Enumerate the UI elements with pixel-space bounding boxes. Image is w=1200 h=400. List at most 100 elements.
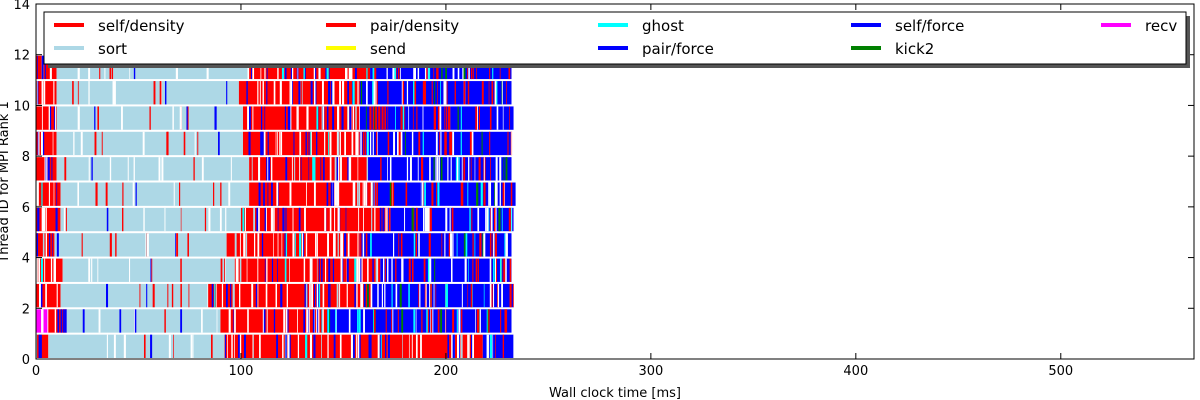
task-sliver	[400, 233, 403, 257]
task-sliver	[289, 81, 291, 105]
task-sliver	[458, 334, 461, 358]
task-sliver	[494, 81, 497, 105]
task-sliver	[509, 106, 511, 130]
task-sliver	[36, 334, 38, 358]
task-sliver	[420, 334, 422, 358]
task-sliver	[490, 207, 493, 232]
task-sliver	[315, 233, 317, 257]
task-sliver	[77, 81, 79, 105]
task-sliver	[477, 207, 480, 232]
task-sliver	[437, 157, 439, 181]
task-sliver	[262, 81, 264, 105]
task-sliver	[417, 157, 419, 181]
task-sliver	[355, 106, 357, 130]
task-sliver	[349, 106, 352, 130]
task-sliver	[208, 207, 211, 232]
task-sliver	[289, 258, 290, 282]
task-sliver	[341, 106, 344, 130]
task-sliver	[48, 182, 50, 206]
task-sliver	[472, 334, 475, 358]
task-sliver	[436, 157, 438, 181]
task-sliver	[350, 334, 353, 358]
x-tick-label: 200	[433, 364, 458, 379]
task-sliver	[397, 309, 399, 333]
task-sliver	[329, 207, 332, 232]
task-sliver	[483, 157, 485, 181]
task-sliver	[167, 131, 169, 156]
task-sliver	[488, 81, 490, 105]
task-sliver	[444, 131, 446, 156]
task-sliver	[512, 283, 514, 308]
task-sliver	[211, 283, 214, 308]
task-sliver	[489, 334, 493, 358]
task-sliver	[340, 131, 341, 156]
task-sliver	[280, 283, 283, 308]
task-sliver	[234, 233, 237, 257]
task-sliver	[449, 233, 453, 257]
task-sliver	[360, 81, 363, 105]
task-sliver	[379, 207, 382, 232]
x-tick-label: 500	[1048, 364, 1073, 379]
task-sliver	[123, 334, 126, 358]
task-sliver	[327, 334, 329, 358]
task-sliver	[467, 182, 469, 206]
task-sliver	[296, 106, 298, 130]
task-sliver	[211, 334, 213, 358]
task-sliver	[502, 182, 505, 206]
task-sliver	[91, 258, 93, 282]
task-sliver	[382, 207, 385, 232]
task-sliver	[324, 207, 327, 232]
task-sliver	[488, 334, 490, 358]
task-bar-sort	[56, 81, 239, 105]
task-sliver	[470, 157, 472, 181]
task-bar-force	[359, 233, 512, 257]
task-sliver	[299, 233, 302, 257]
task-sliver	[143, 207, 145, 232]
task-bar-sort	[62, 258, 235, 282]
task-sliver	[334, 182, 337, 206]
task-sliver	[41, 81, 44, 105]
task-sliver	[460, 106, 462, 130]
task-sliver	[447, 157, 449, 181]
task-sliver	[352, 81, 355, 105]
task-sliver	[315, 283, 317, 308]
task-sliver	[287, 334, 290, 358]
task-sliver	[220, 182, 222, 206]
task-sliver	[284, 258, 287, 282]
task-sliver	[318, 258, 320, 282]
task-sliver	[230, 157, 232, 181]
task-sliver	[336, 131, 338, 156]
task-sliver	[37, 207, 40, 232]
task-sliver	[501, 283, 503, 308]
task-sliver	[470, 334, 473, 358]
task-sliver	[357, 233, 359, 257]
task-sliver	[45, 207, 47, 232]
task-sliver	[192, 334, 194, 358]
task-sliver	[305, 182, 307, 206]
task-sliver	[408, 334, 410, 358]
task-sliver	[490, 233, 492, 257]
task-sliver	[365, 182, 368, 206]
task-sliver	[129, 258, 131, 282]
task-sliver	[273, 309, 276, 333]
task-sliver	[406, 81, 409, 105]
task-sliver	[297, 334, 300, 358]
task-sliver	[389, 157, 392, 181]
task-sliver	[41, 309, 44, 333]
task-sliver	[445, 106, 447, 130]
task-sliver	[492, 334, 494, 358]
task-sliver	[122, 182, 124, 206]
task-sliver	[244, 207, 246, 232]
legend-label-send: send	[370, 40, 406, 58]
task-sliver	[258, 157, 261, 181]
task-sliver	[434, 106, 436, 130]
task-sliver	[314, 81, 317, 105]
task-sliver	[106, 334, 108, 358]
task-sliver	[306, 309, 309, 333]
task-sliver	[277, 207, 279, 232]
task-sliver	[381, 106, 384, 130]
task-sliver	[334, 157, 337, 181]
task-sliver	[495, 157, 498, 181]
task-sliver	[447, 334, 450, 358]
task-sliver	[44, 55, 46, 80]
